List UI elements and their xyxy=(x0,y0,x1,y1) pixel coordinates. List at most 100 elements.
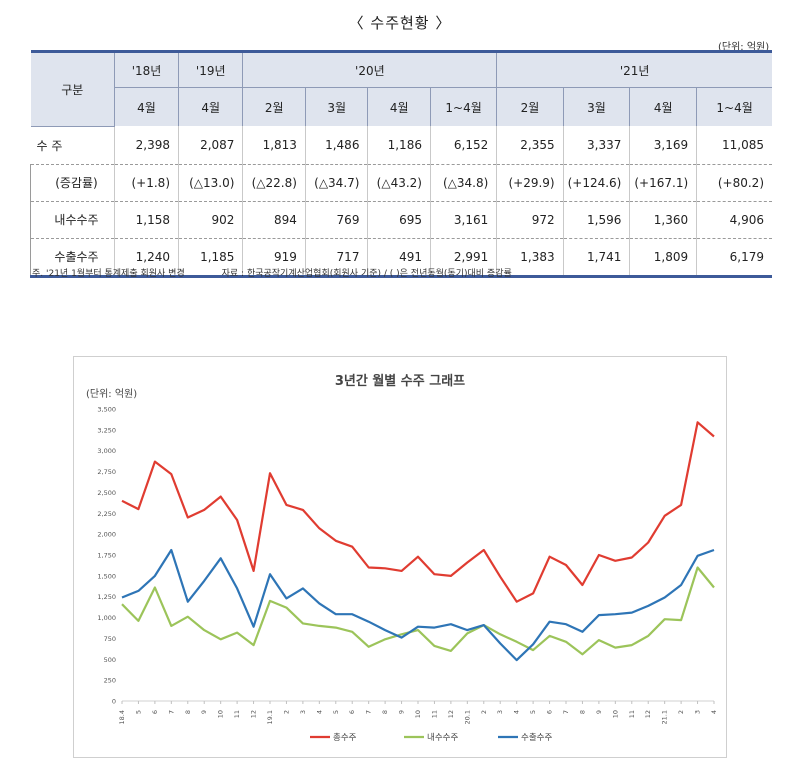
header-month: 4월 xyxy=(367,87,431,126)
table-cell: (△13.0) xyxy=(178,163,243,201)
x-tick-label: 12 xyxy=(250,710,258,718)
table-cell: 695 xyxy=(367,200,431,238)
header-month: 2월 xyxy=(496,87,564,126)
y-tick-label: 2,000 xyxy=(97,531,116,539)
header-year-20: '20년 xyxy=(242,50,497,88)
row-label: (증감률) xyxy=(30,163,115,201)
table-cell: 6,152 xyxy=(429,126,497,164)
x-tick-label: 7 xyxy=(562,710,570,714)
x-tick-label: 18.4 xyxy=(118,710,126,724)
x-tick-label: 12 xyxy=(447,710,455,718)
header-month: 3월 xyxy=(304,87,368,126)
y-tick-label: 3,000 xyxy=(97,447,116,455)
x-tick-label: 7 xyxy=(167,710,175,714)
header-month: 4월 xyxy=(629,87,697,126)
x-tick-label: 9 xyxy=(200,710,208,714)
table-cell: 2,398 xyxy=(113,126,179,164)
footnote-member-change: 주. '21년 1월부터 통계제출 회원사 변경 xyxy=(32,269,185,279)
table-cell: 972 xyxy=(496,200,564,238)
y-tick-label: 3,250 xyxy=(97,426,116,434)
header-month: 3월 xyxy=(562,87,630,126)
table-cell: 1,596 xyxy=(562,200,630,238)
x-tick-label: 11 xyxy=(233,710,241,718)
table-cell: 1,158 xyxy=(113,200,179,238)
table-footnote: 주. '21년 1월부터 통계제출 회원사 변경 자료 : 한국공작기계산업협회… xyxy=(32,266,546,279)
table-title: 〈 수주현황 〉 xyxy=(348,14,452,32)
table-unit: (단위: 억원) xyxy=(718,42,770,53)
table-cell: 1,185 xyxy=(178,237,243,278)
table-cell: 491 xyxy=(367,237,431,278)
table-row: 수 주 2,398 2,087 1,813 1,486 1,186 6,152 … xyxy=(31,126,772,164)
series-line-1 xyxy=(121,421,715,603)
row-label: 수 주 xyxy=(36,138,63,153)
legend-label: 총수주 xyxy=(333,733,357,743)
x-tick-label: 2 xyxy=(677,710,685,714)
x-tick-label: 10 xyxy=(611,710,619,718)
table-cell: (+80.2) xyxy=(696,163,772,201)
y-tick-label: 3,500 xyxy=(97,406,116,414)
y-tick-label: 2,750 xyxy=(97,468,116,476)
table-cell: 894 xyxy=(242,200,306,238)
row-label: 수출수주 xyxy=(30,237,115,278)
x-tick-label: 6 xyxy=(151,710,159,714)
header-year-19: '19년 xyxy=(178,50,243,88)
chart-container: 3년간 월별 수주 그래프 (단위: 억원) 0 250 500 750 1,000 1,25… xyxy=(73,356,727,758)
y-axis-unit-label: (단위: 억원) xyxy=(86,387,137,400)
table-cell: 3,161 xyxy=(429,200,497,238)
x-tick-label: 12 xyxy=(644,710,652,718)
table-cell: 1,383 xyxy=(496,237,564,278)
table-cell: 902 xyxy=(178,200,243,238)
x-tick-label: 11 xyxy=(628,710,636,718)
table-cell: 1,486 xyxy=(304,126,368,164)
order-status-table: 구분 '18년 '19년 '20년 '21년 4월 4월 2월 3월 4월 1~… xyxy=(30,50,772,278)
legend-label: 수출수주 xyxy=(521,732,552,743)
y-tick-label: 250 xyxy=(104,677,116,685)
header-category: 구분 xyxy=(30,50,115,127)
header-year-21: '21년 xyxy=(496,50,772,88)
table-cell: (+1.8) xyxy=(113,163,179,201)
x-tick-label: 11 xyxy=(430,710,438,718)
series-line-3 xyxy=(121,548,715,662)
x-tick-label: 4 xyxy=(315,710,323,714)
table-cell: (△22.8) xyxy=(242,163,306,201)
table-cell: (△34.7) xyxy=(304,163,368,201)
x-tick-label: 10 xyxy=(414,710,422,718)
table-row: 수출수주 1,240 1,185 919 717 491 2,991 1,383… xyxy=(30,237,772,278)
y-tick-label: 1,250 xyxy=(97,593,116,601)
footnote-source: 자료 : 한국공작기계산업협회(회원사 기준) / ( )은 전년동월(동기)대… xyxy=(221,269,512,279)
table-cell: 3,337 xyxy=(562,126,630,164)
row-label: 내수수주 xyxy=(30,200,115,238)
table-cell: 1,809 xyxy=(629,237,697,278)
y-tick-label: 1,500 xyxy=(97,572,116,580)
x-tick-label: 5 xyxy=(134,710,142,714)
x-tick-label: 8 xyxy=(578,710,586,714)
table-cell: 1,813 xyxy=(242,126,306,164)
table-cell: (+167.1) xyxy=(629,163,697,201)
header-year-18: '18년 xyxy=(113,50,179,88)
x-tick-label: 9 xyxy=(595,710,603,714)
table-cell: 1,360 xyxy=(629,200,697,238)
series-line-2 xyxy=(121,566,715,656)
y-tick-label: 2,250 xyxy=(97,510,116,518)
y-tick-label: 0 xyxy=(112,698,116,706)
legend-label: 내수수주 xyxy=(427,733,458,743)
y-tick-label: 2,500 xyxy=(97,489,116,497)
header-month: 4월 xyxy=(178,87,243,126)
table-cell: 1,186 xyxy=(367,126,431,164)
table-cell: 919 xyxy=(242,237,306,278)
table-cell: 1,741 xyxy=(562,237,630,278)
x-tick-label: 10 xyxy=(217,710,225,718)
table-cell: 769 xyxy=(304,200,368,238)
table-cell: (+124.6) xyxy=(562,163,630,201)
table-cell: 2,355 xyxy=(496,126,564,164)
table-row: (증감률) (+1.8) (△13.0) (△22.8) (△34.7) (△4… xyxy=(30,163,772,201)
x-tick-label: 3 xyxy=(694,710,702,714)
chart-title: 3년간 월별 수주 그래프 xyxy=(335,373,465,389)
y-tick-label: 1,750 xyxy=(97,552,116,560)
table-cell: 2,087 xyxy=(178,126,243,164)
table-row: 내수수주 1,158 902 894 769 695 3,161 972 1,5… xyxy=(30,200,772,238)
y-tick-label: 750 xyxy=(104,635,116,643)
x-tick-label: 19.1 xyxy=(266,710,274,724)
header-month: 4월 xyxy=(113,87,179,126)
x-tick-label: 6 xyxy=(546,710,554,714)
